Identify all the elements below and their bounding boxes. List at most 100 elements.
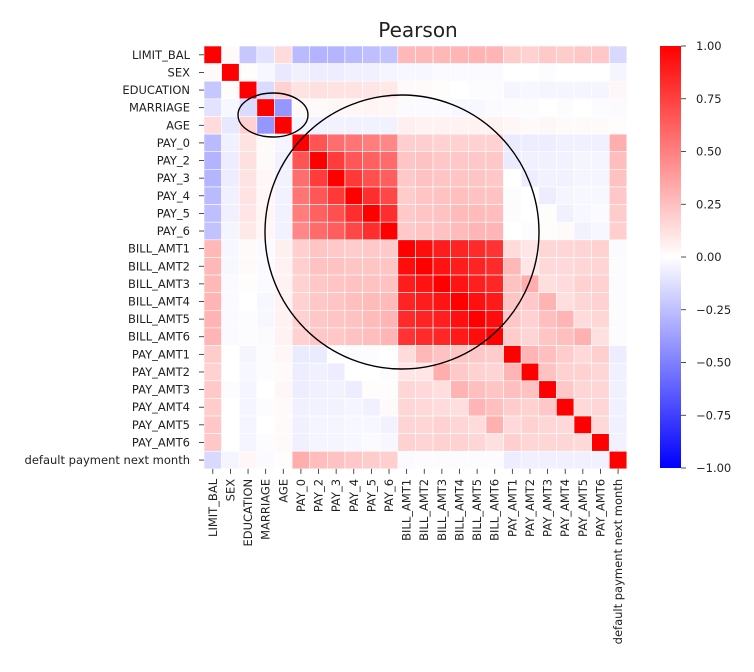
heatmap-cell (556, 239, 575, 258)
heatmap-cell (450, 45, 469, 64)
heatmap-cell (608, 415, 628, 434)
heatmap-cell (274, 239, 293, 258)
heatmap-cell (556, 327, 575, 346)
heatmap-cell (362, 274, 381, 293)
heatmap-cell (467, 204, 487, 223)
heatmap-cell (591, 63, 610, 82)
heatmap-cell (503, 63, 522, 82)
y-tick-label: BILL_AMT3 (128, 277, 190, 291)
heatmap-cell (344, 433, 363, 452)
heatmap-cell (327, 415, 346, 434)
heatmap-cell (556, 362, 575, 382)
heatmap-cell (538, 116, 557, 135)
heatmap-cell (573, 116, 592, 135)
heatmap-cell (591, 450, 610, 470)
heatmap-cell (608, 239, 628, 258)
heatmap-cell (556, 345, 575, 364)
heatmap-cell (450, 80, 469, 100)
heatmap-cell (256, 327, 275, 346)
heatmap-cell (573, 362, 592, 382)
heatmap-cell (573, 415, 592, 434)
y-tick-label: PAY_2 (157, 154, 190, 168)
heatmap-cell (467, 380, 487, 399)
heatmap-cell (203, 433, 222, 452)
colorbar-tick-label: 0.75 (696, 92, 722, 106)
heatmap-cell (327, 80, 346, 100)
heatmap-cell (415, 415, 434, 434)
heatmap-cell (573, 221, 592, 241)
heatmap-cell (344, 45, 363, 64)
heatmap-cell (344, 362, 363, 382)
heatmap-cell (309, 98, 328, 117)
heatmap-cell (450, 362, 469, 382)
heatmap-cell (309, 398, 328, 417)
heatmap-cell (556, 292, 575, 311)
heatmap-cells (203, 45, 628, 470)
heatmap-cell (608, 98, 628, 117)
heatmap-cell (608, 257, 628, 276)
x-tick-label: PAY_AMT1 (505, 479, 519, 537)
heatmap-cell (415, 398, 434, 417)
heatmap-cell (327, 450, 346, 470)
heatmap-cell (291, 292, 311, 311)
heatmap-cell (362, 221, 381, 241)
heatmap-cell (203, 257, 222, 276)
heatmap-cell (291, 80, 311, 100)
annotation-ellipse (237, 92, 309, 138)
heatmap-cell (203, 274, 222, 293)
heatmap-cell (432, 327, 451, 346)
x-tick-label: PAY_3 (329, 479, 343, 512)
heatmap-cell (221, 345, 240, 364)
x-tick-label: default payment next month (611, 479, 625, 644)
heatmap-cell (397, 151, 416, 170)
heatmap-cell (309, 292, 328, 311)
y-tick-label: LIMIT_BAL (132, 48, 191, 62)
heatmap-cell (309, 433, 328, 452)
heatmap-cell (538, 257, 557, 276)
heatmap-cell (591, 309, 610, 329)
heatmap-cell (450, 433, 469, 452)
x-tick-label: PAY_5 (364, 479, 378, 512)
heatmap-cell (520, 80, 540, 100)
heatmap-cell (397, 309, 416, 329)
heatmap-cell (362, 415, 381, 434)
colorbar: 1.00 0.75 0.50 0.25 0.00 −0.25 −0.50 −0.75 −1.00 (660, 39, 731, 475)
heatmap-cell (327, 151, 346, 170)
heatmap-cell (362, 257, 381, 276)
heatmap-cell (397, 204, 416, 223)
heatmap-cell (291, 450, 311, 470)
heatmap-cell (608, 380, 628, 399)
heatmap-cell (591, 133, 610, 153)
heatmap-cell (591, 116, 610, 135)
heatmap-cell (556, 415, 575, 434)
heatmap-cell (538, 133, 557, 153)
heatmap-cell (503, 433, 522, 452)
heatmap-cell (450, 450, 469, 470)
heatmap-cell (467, 80, 487, 100)
heatmap-cell (467, 116, 487, 135)
heatmap-cell (309, 151, 328, 170)
heatmap-cell (344, 415, 363, 434)
heatmap-cell (573, 63, 592, 82)
heatmap-cell (221, 133, 240, 153)
heatmap-cell (327, 292, 346, 311)
colorbar-tick-label: −0.25 (696, 303, 731, 317)
heatmap-cell (238, 292, 258, 311)
heatmap-cell (608, 186, 628, 205)
heatmap-cell (467, 398, 487, 417)
heatmap-cell (503, 221, 522, 241)
heatmap-cell (432, 80, 451, 100)
heatmap-cell (221, 362, 240, 382)
heatmap-cell (203, 63, 222, 82)
heatmap-cell (221, 292, 240, 311)
heatmap-cell (379, 380, 399, 399)
heatmap-cell (362, 292, 381, 311)
heatmap-cell (344, 169, 363, 188)
heatmap-cell (485, 257, 504, 276)
heatmap-cell (556, 204, 575, 223)
heatmap-cell (573, 133, 592, 153)
heatmap-cell (538, 327, 557, 346)
heatmap-cell (291, 433, 311, 452)
heatmap-cell (467, 63, 487, 82)
